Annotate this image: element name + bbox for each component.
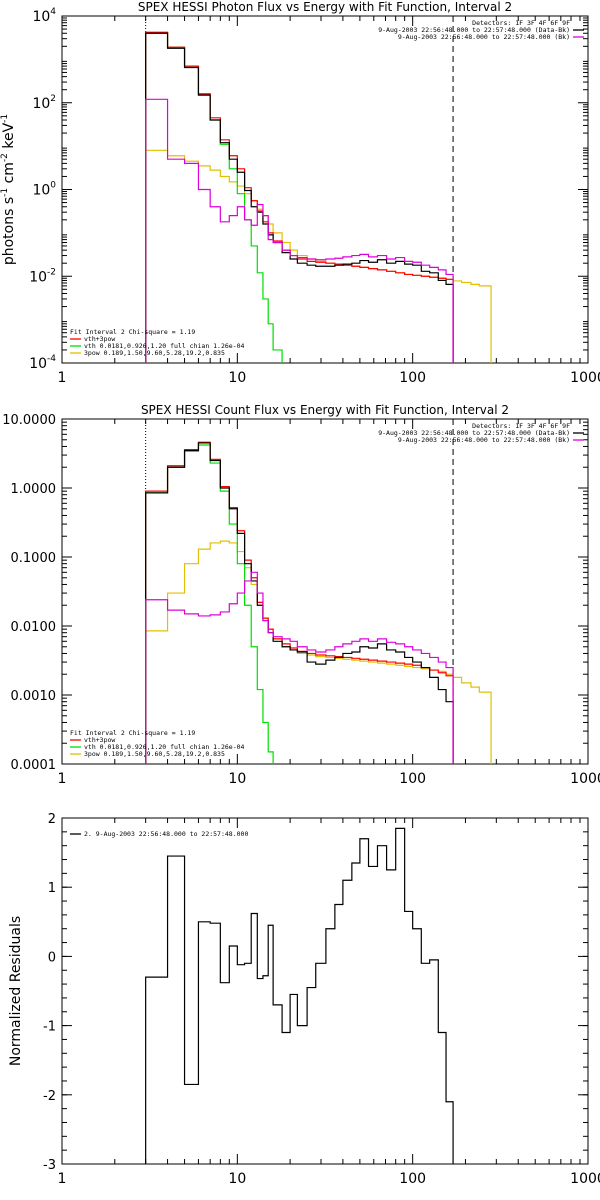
x-tick-label: 100 xyxy=(399,370,426,386)
y-tick-label: 0.1000 xyxy=(11,551,57,566)
y-tick-label: 0 xyxy=(48,950,56,965)
plot-area xyxy=(145,16,492,363)
plot-area xyxy=(145,419,492,764)
plot-area xyxy=(145,827,454,1164)
header-line: Detectors: 1F 3F 4F 6F 9F xyxy=(472,19,570,27)
y-tick-base: 10 xyxy=(32,9,50,25)
y-tick-label: 0.0001 xyxy=(11,758,57,773)
series-bk-line xyxy=(145,571,454,764)
y-axis-label-part: keV xyxy=(1,122,17,153)
y-tick-label: -3 xyxy=(43,1158,56,1173)
series-data-line xyxy=(145,442,454,764)
legend-line: vth 0.0181,0.926,1.20 full chian 1.26e-0… xyxy=(84,743,245,751)
legend-line: vth+3pow xyxy=(84,736,115,744)
x-tick-label: 10 xyxy=(228,1171,246,1187)
y-tick-base: 10 xyxy=(32,96,50,112)
y-axis-label-exponent: -1 xyxy=(0,188,10,197)
y-tick-exponent: 0 xyxy=(50,181,56,191)
y-tick-label: 1 xyxy=(48,881,56,896)
y-tick-exponent: -2 xyxy=(47,267,56,277)
legend-line: Fit Interval 2 Chi-square = 1.19 xyxy=(70,729,195,737)
y-tick-label: -2 xyxy=(43,1089,56,1104)
y-axis-label: photons s-1 cm-2 keV-1 xyxy=(0,114,17,265)
y-axis-label: Normalized Residuals xyxy=(8,916,24,1066)
legend-line: 3pow 0.189,1.50,9.60,5.28,19.2,0.835 xyxy=(84,349,225,357)
y-tick-label: 104 xyxy=(32,7,56,25)
series-bk-line xyxy=(145,98,454,363)
y-tick-label: 1.0000 xyxy=(11,482,57,497)
y-tick-base: 10 xyxy=(29,356,47,372)
y-tick-label: 0.0010 xyxy=(11,689,57,704)
y-tick-label: 100 xyxy=(32,181,56,199)
y-axis-label-exponent: -2 xyxy=(0,153,10,162)
x-tick-label: 100 xyxy=(399,1171,426,1187)
header-line: 9-Aug-2003 22:56:48.000 to 22:57:48.000 … xyxy=(398,33,570,41)
count-flux-panel: SPEX HESSI Count Flux vs Energy with Fit… xyxy=(2,403,600,787)
y-axis-label-part: cm xyxy=(1,162,17,188)
residuals-panel: 1 10 100 1000 -3 -2 -1 0 1 2 Normalized Residuals 2… xyxy=(8,812,600,1187)
y-tick-base: 10 xyxy=(32,183,50,199)
plot-frame xyxy=(61,418,589,765)
series-residuals-line xyxy=(145,827,454,1164)
y-tick-label: -1 xyxy=(43,1020,56,1035)
legend-line: Fit Interval 2 Chi-square = 1.19 xyxy=(70,328,195,336)
header-line: 9-Aug-2003 22:56:48.000 to 22:57:48.000 … xyxy=(378,429,570,437)
x-tick-label: 1 xyxy=(58,1171,67,1187)
y-tick-label: 10.0000 xyxy=(2,413,56,428)
y-tick-label: 0.0100 xyxy=(11,620,57,635)
y-axis-label-exponent: -1 xyxy=(0,114,10,123)
header-line: Detectors: 1F 3F 4F 6F 9F xyxy=(472,422,570,430)
x-tick-label: 1000 xyxy=(570,370,600,386)
legend-line: 2. 9-Aug-2003 22:56:48.000 to 22:57:48.0… xyxy=(84,830,248,838)
y-tick-exponent: 4 xyxy=(50,7,56,17)
x-tick-label: 1000 xyxy=(570,771,600,787)
chart-title: SPEX HESSI Photon Flux vs Energy with Fi… xyxy=(138,0,512,14)
x-tick-label: 1 xyxy=(58,771,67,787)
x-tick-label: 10 xyxy=(228,370,246,386)
legend-line: 3pow 0.189,1.50,9.60,5.28,19.2,0.835 xyxy=(84,750,225,758)
plot-frame xyxy=(61,15,589,364)
y-tick-label: 102 xyxy=(32,94,56,112)
legend-line: vth 0.0181,0.926,1.20 full chian 1.26e-0… xyxy=(84,342,245,350)
header-line: 9-Aug-2003 22:56:48.000 to 22:57:48.000 … xyxy=(398,436,570,444)
y-tick-exponent: -4 xyxy=(47,354,56,364)
header-line: 9-Aug-2003 22:56:48.000 to 22:57:48.000 … xyxy=(378,26,570,34)
series-total-line xyxy=(145,31,454,363)
y-tick-exponent: 2 xyxy=(50,94,56,104)
x-tick-label: 10 xyxy=(228,771,246,787)
y-tick-label: 10-2 xyxy=(29,267,56,285)
y-tick-label: 10-4 xyxy=(29,354,56,372)
photon-flux-panel: SPEX HESSI Photon Flux vs Energy with Fi… xyxy=(0,0,600,386)
y-tick-label: 2 xyxy=(48,812,56,827)
x-tick-label: 100 xyxy=(399,771,426,787)
plot-frame xyxy=(61,817,589,1165)
chart-title: SPEX HESSI Count Flux vs Energy with Fit… xyxy=(141,403,509,417)
series-data-line xyxy=(145,32,454,363)
y-tick-base: 10 xyxy=(29,269,47,285)
legend-line: vth+3pow xyxy=(84,335,115,343)
x-tick-label: 1 xyxy=(58,370,67,386)
y-axis-label-part: photons s xyxy=(1,197,17,265)
x-tick-label: 1000 xyxy=(570,1171,600,1187)
